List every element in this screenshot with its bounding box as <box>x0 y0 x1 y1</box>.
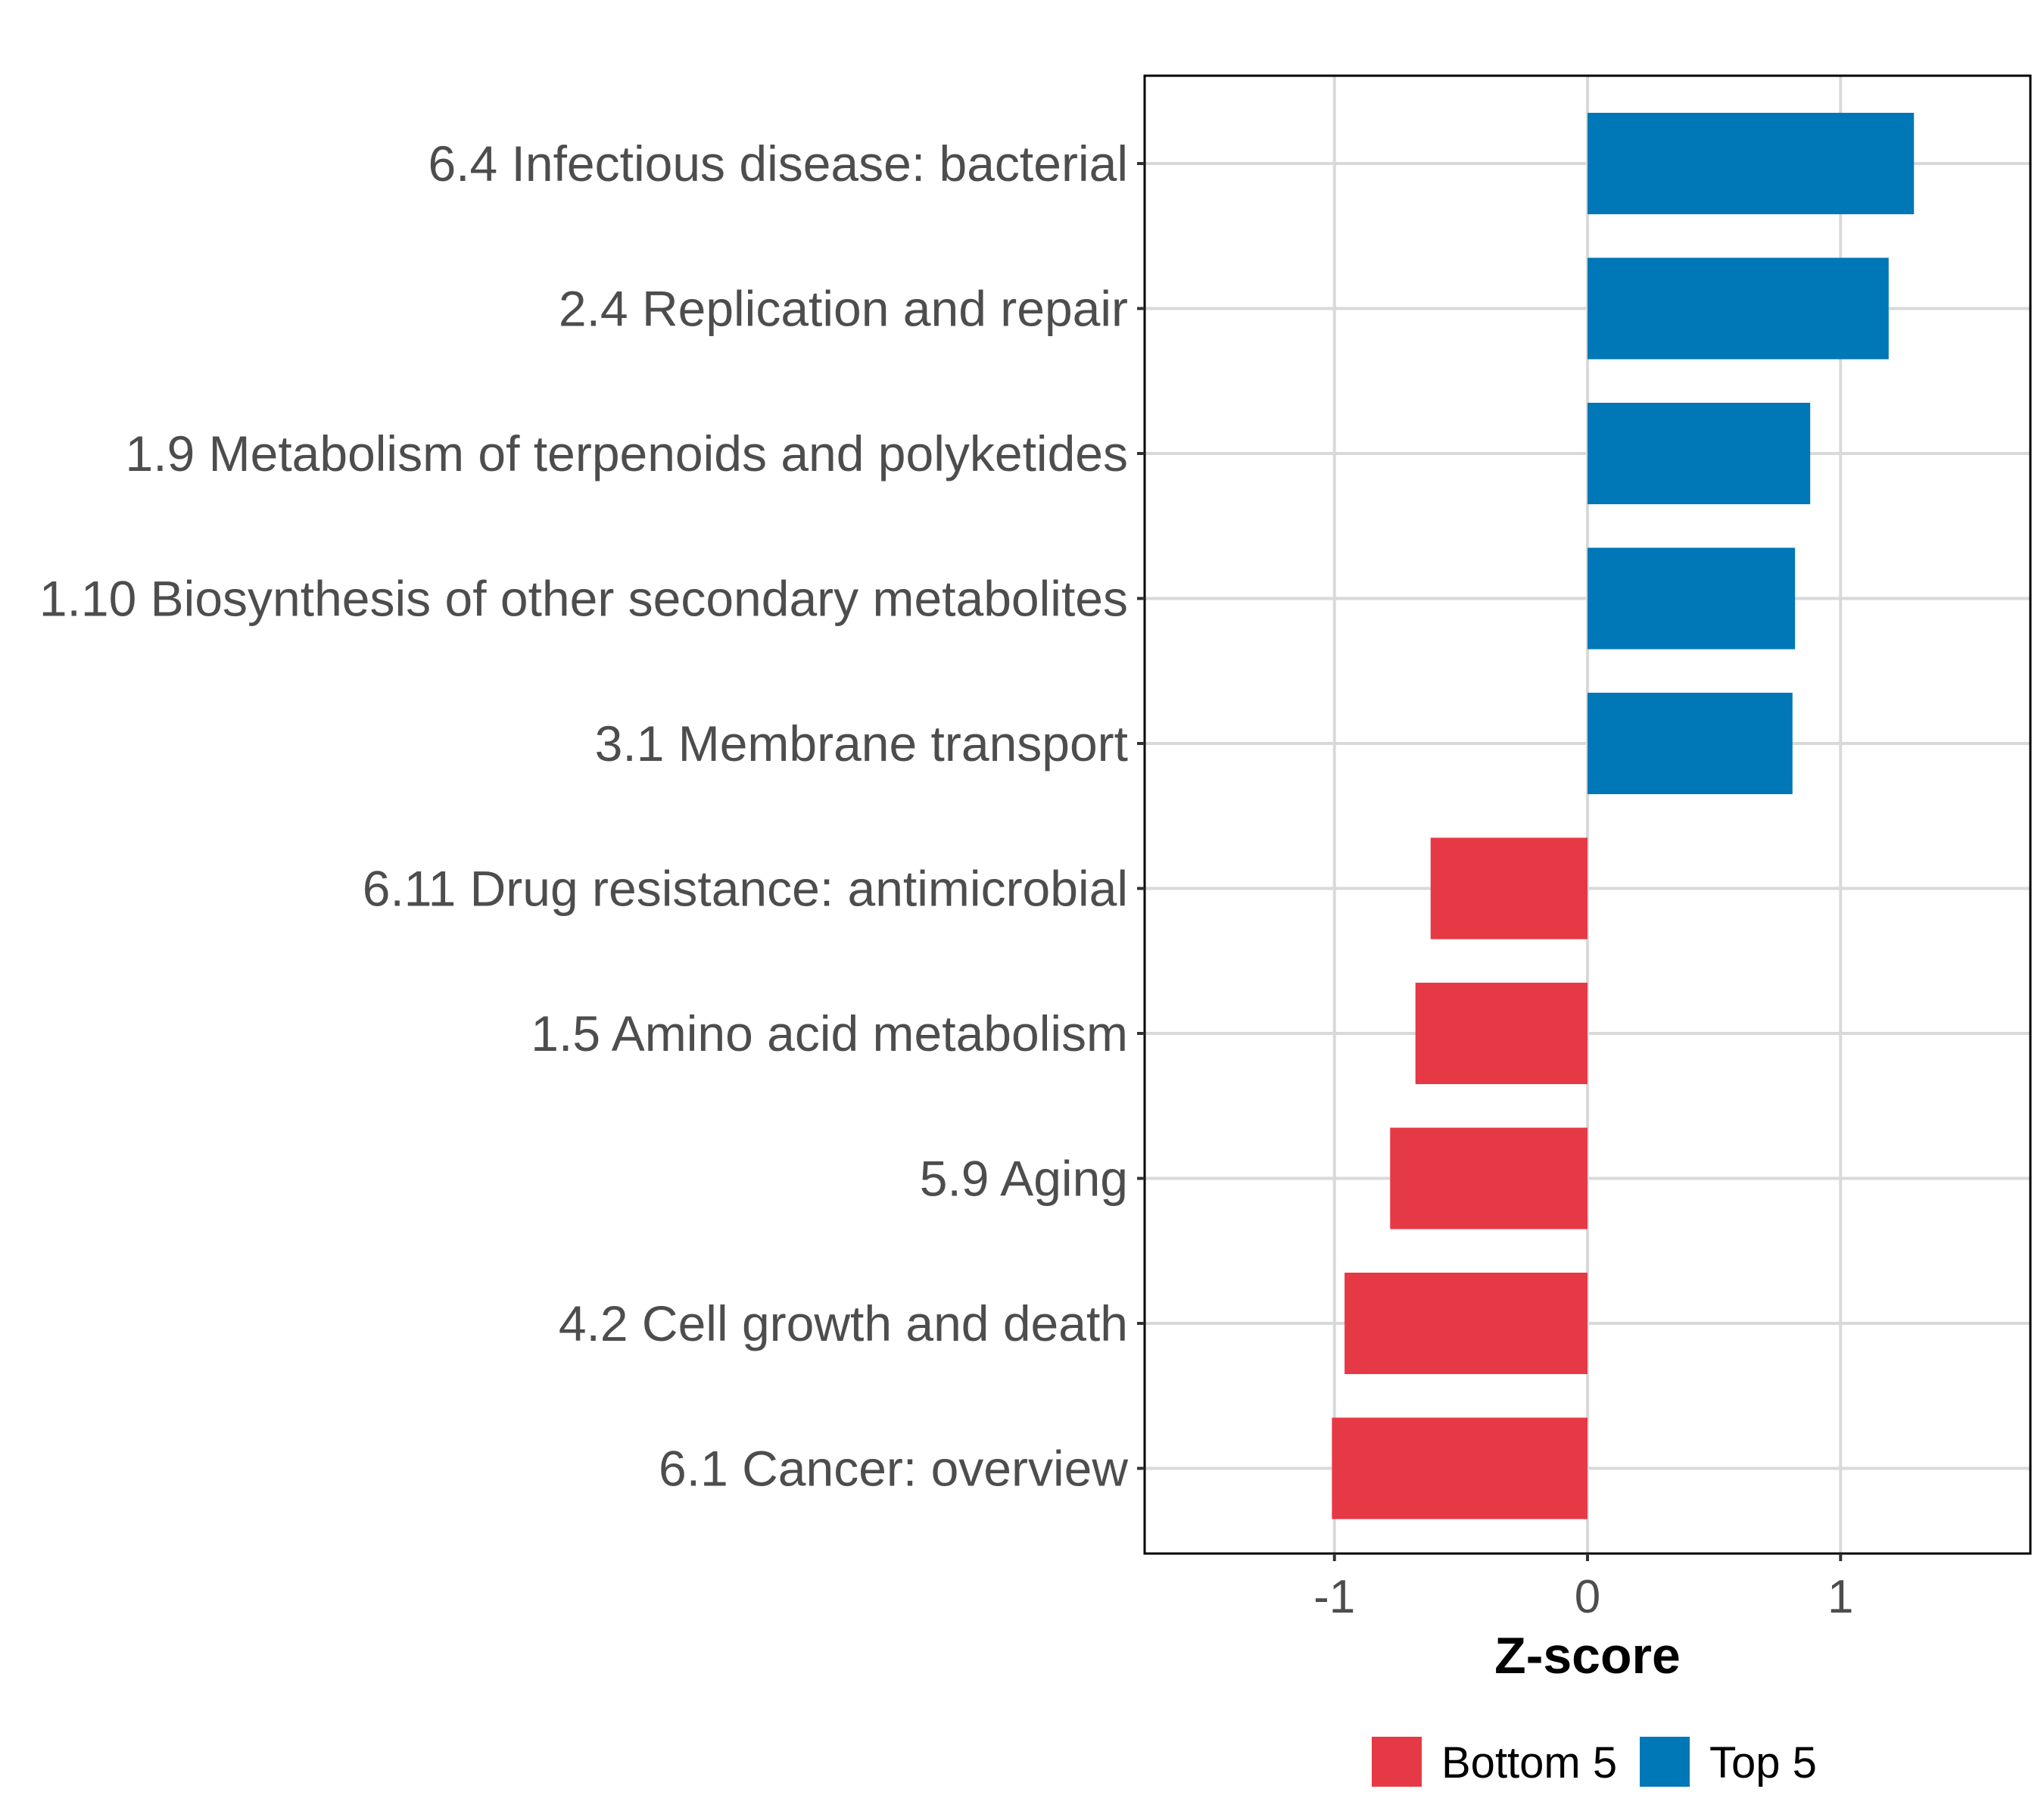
bar <box>1390 1127 1588 1230</box>
x-axis-title: Z-score <box>1494 1627 1681 1685</box>
y-axis: 6.4 Infectious disease: bacterial 2.4 Rep… <box>39 136 1145 1497</box>
bar <box>1588 403 1811 504</box>
bars <box>1332 113 1915 1519</box>
legend-label: Top 5 <box>1709 1738 1817 1787</box>
legend-label: Bottom 5 <box>1441 1738 1617 1787</box>
y-tick-label: 6.11 Drug resistance: antimicrobial <box>363 861 1128 917</box>
legend: Bottom 5 Top 5 <box>1372 1737 1817 1787</box>
x-tick-label: -1 <box>1313 1571 1355 1623</box>
y-tick-label: 6.1 Cancer: overview <box>659 1441 1128 1497</box>
bar <box>1332 1417 1588 1519</box>
y-tick-label: 1.5 Amino acid metabolism <box>531 1005 1128 1061</box>
legend-swatch <box>1372 1737 1422 1787</box>
bar <box>1588 547 1796 650</box>
bar <box>1430 837 1588 940</box>
y-tick-label: 1.9 Metabolism of terpenoids and polyket… <box>126 425 1128 482</box>
x-tick-label: 0 <box>1575 1571 1600 1623</box>
bar <box>1588 113 1915 214</box>
y-tick-label: 5.9 Aging <box>920 1151 1128 1207</box>
y-tick-label: 1.10 Biosynthesis of other secondary met… <box>39 571 1128 627</box>
bar <box>1415 983 1588 1084</box>
x-tick-label: 1 <box>1827 1571 1853 1623</box>
bar <box>1588 693 1793 794</box>
y-tick-label: 2.4 Replication and repair <box>559 281 1128 337</box>
y-tick-label: 6.4 Infectious disease: bacterial <box>428 136 1128 192</box>
y-tick-label: 4.2 Cell growth and death <box>559 1295 1128 1351</box>
bar <box>1588 257 1889 360</box>
legend-swatch <box>1640 1737 1690 1787</box>
y-tick-label: 3.1 Membrane transport <box>595 715 1128 771</box>
bar <box>1344 1273 1588 1374</box>
x-axis: -1 0 1 <box>1313 1554 1854 1623</box>
